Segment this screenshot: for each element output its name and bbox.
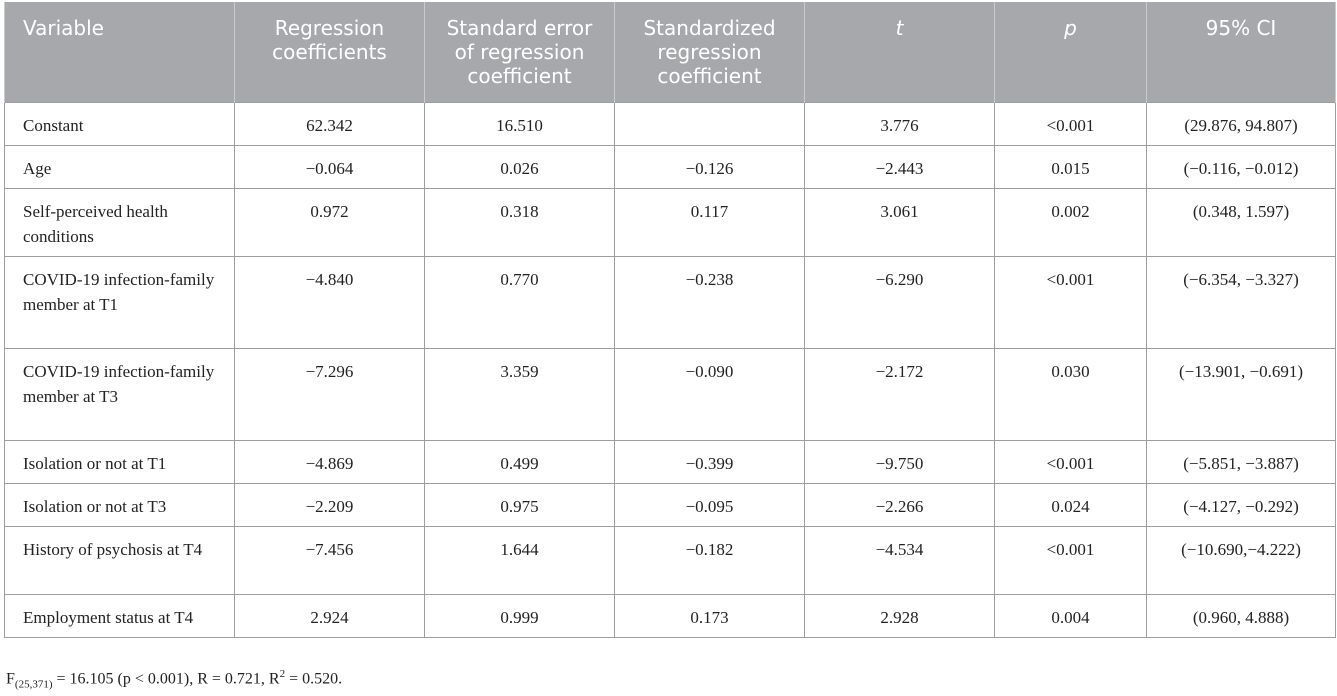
cell-regression-coefficient: 62.342 xyxy=(234,101,425,146)
cell-standardized-coefficient: 0.173 xyxy=(614,593,805,638)
cell-standard-error: 0.318 xyxy=(424,187,615,257)
cell-standard-error: 3.359 xyxy=(424,347,615,441)
footnote-r2-exponent: 2 xyxy=(279,668,286,680)
cell-t: −2.443 xyxy=(804,144,995,189)
cell-standardized-coefficient: −0.182 xyxy=(614,525,805,595)
cell-regression-coefficient: 0.972 xyxy=(234,187,425,257)
cell-regression-coefficient: −4.840 xyxy=(234,255,425,349)
table-row: Self-perceived health conditions 0.972 0… xyxy=(4,187,1336,257)
cell-p: 0.004 xyxy=(994,593,1147,638)
cell-95-ci: (−4.127, −0.292) xyxy=(1146,482,1336,527)
cell-95-ci: (−10.690,−4.222) xyxy=(1146,525,1336,595)
cell-95-ci: (−13.901, −0.691) xyxy=(1146,347,1336,441)
cell-regression-coefficient: −7.296 xyxy=(234,347,425,441)
cell-95-ci: (−0.116, −0.012) xyxy=(1146,144,1336,189)
cell-p: <0.001 xyxy=(994,525,1147,595)
cell-standard-error: 16.510 xyxy=(424,101,615,146)
table-row: Employment status at T4 2.924 0.999 0.17… xyxy=(4,593,1336,638)
cell-variable: Self-perceived health conditions xyxy=(4,187,235,257)
cell-standard-error: 1.644 xyxy=(424,525,615,595)
cell-standardized-coefficient: −0.095 xyxy=(614,482,805,527)
cell-regression-coefficient: 2.924 xyxy=(234,593,425,638)
cell-p: <0.001 xyxy=(994,101,1147,146)
cell-standard-error: 0.975 xyxy=(424,482,615,527)
footnote-r2-value: = 0.520. xyxy=(285,670,343,688)
regression-table-container: Variable Regression coefficients Standar… xyxy=(4,2,1336,638)
cell-t: 3.776 xyxy=(804,101,995,146)
cell-standard-error: 0.770 xyxy=(424,255,615,349)
table-row: COVID-19 infection-family member at T1 −… xyxy=(4,255,1336,349)
cell-standardized-coefficient: −0.238 xyxy=(614,255,805,349)
header-variable: Variable xyxy=(4,2,235,102)
cell-t: −4.534 xyxy=(804,525,995,595)
table-row: COVID-19 infection-family member at T3 −… xyxy=(4,347,1336,441)
footnote-f-degrees: (25,371) xyxy=(14,678,53,691)
cell-regression-coefficient: −0.064 xyxy=(234,144,425,189)
table-row: Constant 62.342 16.510 3.776 <0.001 (29.… xyxy=(4,101,1336,146)
cell-standardized-coefficient: −0.126 xyxy=(614,144,805,189)
cell-t: 3.061 xyxy=(804,187,995,257)
cell-95-ci: (0.348, 1.597) xyxy=(1146,187,1336,257)
cell-standard-error: 0.026 xyxy=(424,144,615,189)
cell-variable: COVID-19 infection-family member at T3 xyxy=(4,347,235,441)
cell-standard-error: 0.999 xyxy=(424,593,615,638)
header-p: p xyxy=(994,2,1147,102)
cell-t: 2.928 xyxy=(804,593,995,638)
cell-standardized-coefficient: −0.090 xyxy=(614,347,805,441)
footnote-f-label: F xyxy=(6,670,15,688)
header-row: Variable Regression coefficients Standar… xyxy=(4,2,1336,102)
header-regression-coefficients: Regression coefficients xyxy=(234,2,425,102)
cell-95-ci: (−6.354, −3.327) xyxy=(1146,255,1336,349)
header-95-ci: 95% CI xyxy=(1146,2,1336,102)
header-standardized-coefficient: Standardized regression coefficient xyxy=(614,2,805,102)
cell-standardized-coefficient: 0.117 xyxy=(614,187,805,257)
cell-standardized-coefficient: −0.399 xyxy=(614,439,805,484)
cell-variable: Constant xyxy=(4,101,235,146)
cell-regression-coefficient: −7.456 xyxy=(234,525,425,595)
regression-table: Variable Regression coefficients Standar… xyxy=(4,2,1336,638)
table-row: Isolation or not at T3 −2.209 0.975 −0.0… xyxy=(4,482,1336,527)
cell-variable: Employment status at T4 xyxy=(4,593,235,638)
cell-variable: Isolation or not at T1 xyxy=(4,439,235,484)
cell-variable: History of psychosis at T4 xyxy=(4,525,235,595)
table-row: History of psychosis at T4 −7.456 1.644 … xyxy=(4,525,1336,595)
cell-t: −2.266 xyxy=(804,482,995,527)
cell-standardized-coefficient xyxy=(614,101,805,146)
header-t: t xyxy=(804,2,995,102)
cell-variable: Isolation or not at T3 xyxy=(4,482,235,527)
cell-p: 0.002 xyxy=(994,187,1147,257)
header-standard-error: Standard error of regression coefficient xyxy=(424,2,615,102)
cell-p: 0.030 xyxy=(994,347,1147,441)
cell-95-ci: (−5.851, −3.887) xyxy=(1146,439,1336,484)
cell-t: −2.172 xyxy=(804,347,995,441)
table-row: Isolation or not at T1 −4.869 0.499 −0.3… xyxy=(4,439,1336,484)
footnote-f-stats: = 16.105 (p < 0.001), R = 0.721, R xyxy=(52,670,280,688)
cell-p: <0.001 xyxy=(994,255,1147,349)
cell-95-ci: (0.960, 4.888) xyxy=(1146,593,1336,638)
cell-p: 0.024 xyxy=(994,482,1147,527)
table-footnote: F(25,371) = 16.105 (p < 0.001), R = 0.72… xyxy=(6,668,342,691)
table-row: Age −0.064 0.026 −0.126 −2.443 0.015 (−0… xyxy=(4,144,1336,189)
cell-standard-error: 0.499 xyxy=(424,439,615,484)
cell-t: −9.750 xyxy=(804,439,995,484)
cell-regression-coefficient: −4.869 xyxy=(234,439,425,484)
cell-p: 0.015 xyxy=(994,144,1147,189)
cell-t: −6.290 xyxy=(804,255,995,349)
cell-95-ci: (29.876, 94.807) xyxy=(1146,101,1336,146)
cell-regression-coefficient: −2.209 xyxy=(234,482,425,527)
cell-variable: COVID-19 infection-family member at T1 xyxy=(4,255,235,349)
cell-p: <0.001 xyxy=(994,439,1147,484)
cell-variable: Age xyxy=(4,144,235,189)
